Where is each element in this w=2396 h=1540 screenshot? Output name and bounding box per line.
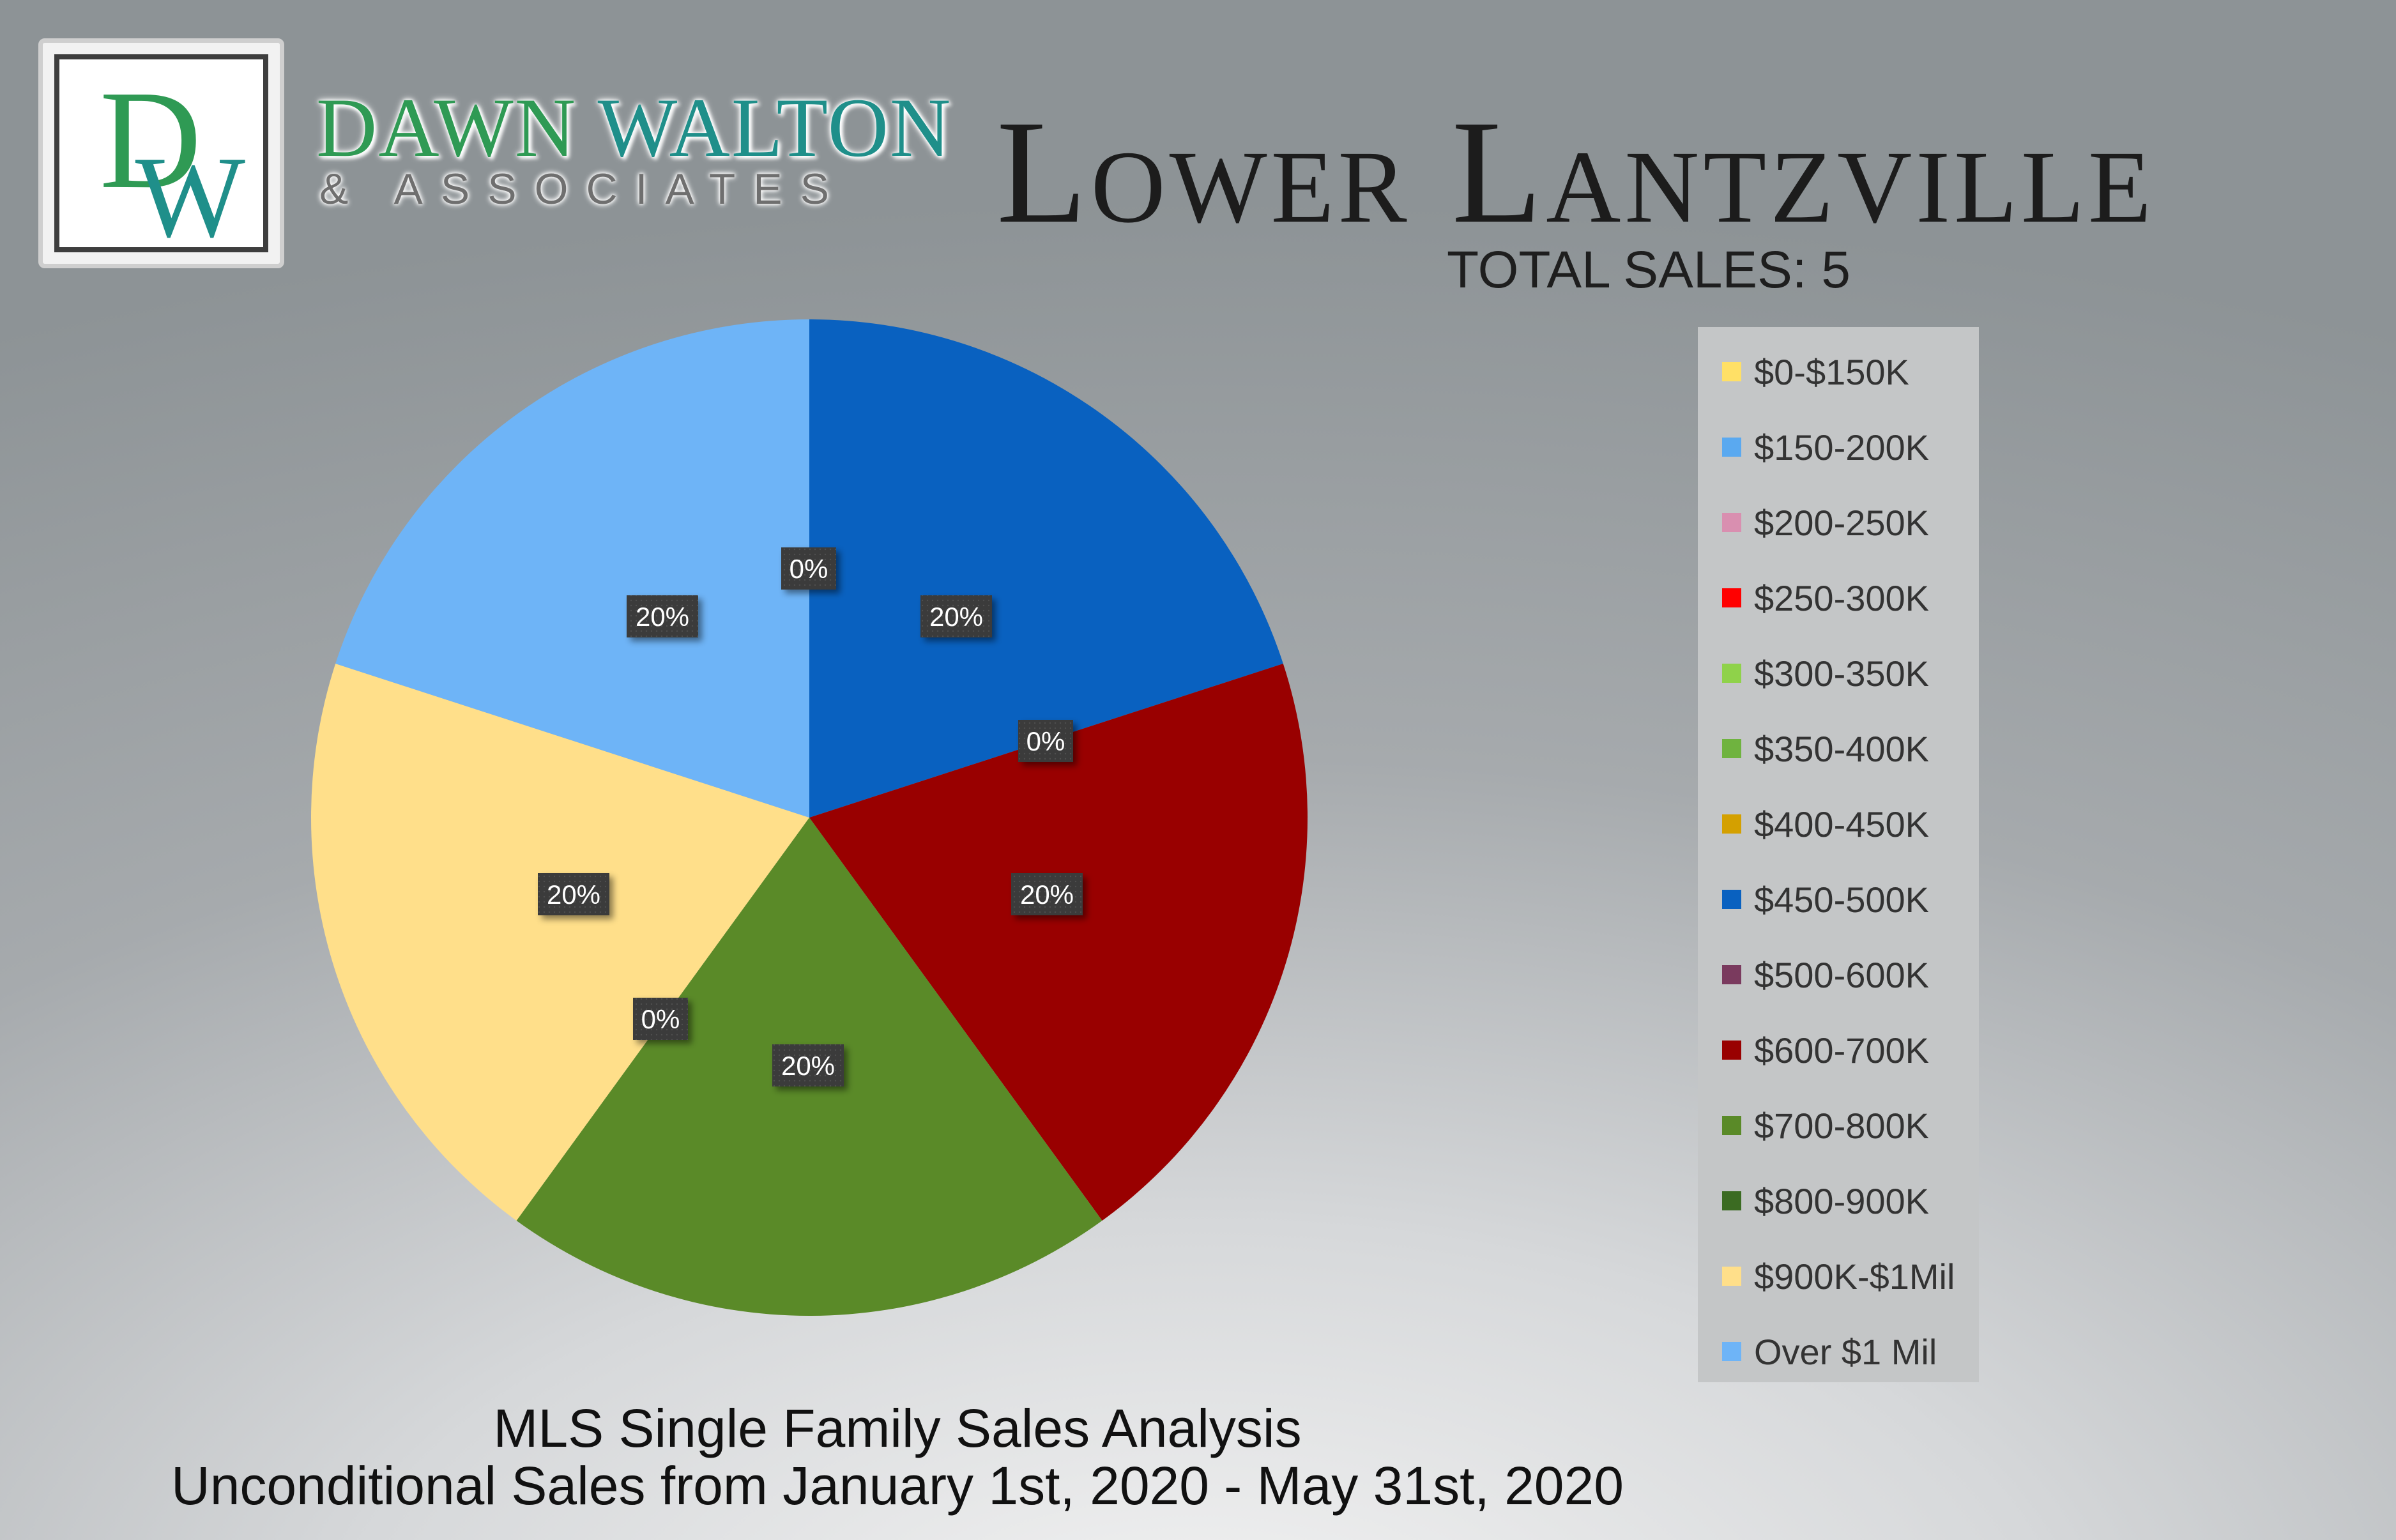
data-label-text: 20% [547, 880, 600, 910]
legend-item-600-700k: $600-700K [1722, 1025, 1929, 1076]
subtitle-line-1: MLS Single Family Sales Analysis [493, 1398, 1302, 1458]
legend-label: $500-600K [1754, 954, 1930, 995]
pie-slice-450-500k [809, 319, 1283, 818]
legend-swatch [1722, 1041, 1741, 1060]
data-label-7: 20% [538, 873, 609, 915]
legend-item-over-1-mil: Over $1 Mil [1722, 1326, 1937, 1377]
legend-label: $900K-$1Mil [1754, 1256, 1955, 1297]
brand-name-first: DAWN [316, 80, 577, 174]
data-label-text: 0% [790, 554, 828, 584]
pie-slice-900k-1mil [311, 663, 809, 1221]
pie-slice-over-1-mil [335, 319, 809, 818]
brand-tagline: & ASSOCIATES [319, 165, 848, 213]
data-label-6: 0% [633, 998, 688, 1040]
data-label-4: 20% [1011, 873, 1083, 915]
legend-label: $300-350K [1754, 653, 1930, 694]
logo-frame [54, 54, 268, 252]
data-label-box [920, 595, 992, 637]
logo-initial-d: D [100, 61, 202, 218]
legend-item-400-450k: $400-450K [1722, 798, 1929, 850]
legend-swatch [1722, 814, 1741, 834]
brand-name-last: WALTON [597, 80, 952, 174]
legend-item-150-200k: $150-200K [1722, 422, 1929, 473]
legend-label: $0-$150K [1754, 351, 1909, 392]
legend-item-500-600k: $500-600K [1722, 949, 1929, 1000]
data-label-box [538, 873, 609, 915]
data-label-5: 20% [772, 1044, 844, 1086]
pie-slice-600-700k [809, 663, 1308, 1221]
legend-swatch [1722, 1191, 1741, 1210]
legend-item-800-900k: $800-900K [1722, 1175, 1929, 1226]
legend-item-250-300k: $250-300K [1722, 572, 1929, 623]
legend-item-450-500k: $450-500K [1722, 874, 1929, 925]
legend-label: $250-300K [1754, 577, 1930, 618]
data-label-text: 20% [929, 602, 983, 632]
legend-label: Over $1 Mil [1754, 1331, 1937, 1372]
data-label-box [772, 1044, 844, 1086]
pie-slices [311, 319, 1308, 1316]
page-title: Lower Lantzville [996, 90, 2156, 254]
data-label-text: 0% [1026, 726, 1065, 756]
legend-swatch [1722, 664, 1741, 683]
dw-monogram-icon: D W [100, 61, 245, 262]
legend-label: $400-450K [1754, 804, 1930, 844]
legend-label: $450-500K [1754, 879, 1930, 920]
legend-swatch [1722, 1116, 1741, 1135]
legend-label: $200-250K [1754, 502, 1930, 543]
brand-name: DAWN WALTON [316, 80, 950, 174]
legend-item-300-350k: $300-350K [1722, 648, 1929, 699]
legend-label: $350-400K [1754, 728, 1930, 769]
legend-item-700-800k: $700-800K [1722, 1100, 1929, 1151]
data-label-3: 0% [1018, 720, 1073, 762]
logo-initial-w: W [135, 132, 245, 262]
legend: $0-$150K $150-200K $200-250K $250-300K $300-… [1698, 327, 1979, 1382]
legend-label: $700-800K [1754, 1105, 1930, 1146]
subtitle-line-2: Unconditional Sales from January 1st, 20… [171, 1456, 1624, 1516]
legend-swatch [1722, 1267, 1741, 1286]
pie-data-labels: 0% 20% 0% 20% 20% 0% 20% 20% [538, 547, 1083, 1086]
legend-item-350-400k: $350-400K [1722, 723, 1929, 774]
data-label-8: 20% [627, 595, 698, 637]
data-label-box [1011, 873, 1083, 915]
legend-swatch [1722, 438, 1741, 457]
legend-label: $600-700K [1754, 1030, 1930, 1071]
legend-swatch [1722, 739, 1741, 758]
legend-item-900k-1mil: $900K-$1Mil [1722, 1251, 1955, 1302]
data-label-box [633, 998, 688, 1040]
data-label-box [1018, 720, 1073, 762]
legend-item-0-150k: $0-$150K [1722, 346, 1909, 397]
legend-swatch [1722, 965, 1741, 984]
legend-swatch [1722, 513, 1741, 532]
legend-swatch [1722, 588, 1741, 607]
data-label-box [627, 595, 698, 637]
total-sales: TOTAL SALES: 5 [1447, 241, 1850, 299]
data-label-text: 20% [636, 602, 689, 632]
legend-swatch [1722, 890, 1741, 909]
legend-swatch [1722, 362, 1741, 381]
legend-swatch [1722, 1342, 1741, 1361]
legend-label: $800-900K [1754, 1180, 1930, 1221]
data-label-text: 20% [1020, 880, 1074, 910]
data-label-1: 0% [781, 547, 836, 590]
data-label-box [781, 547, 836, 590]
data-label-text: 20% [781, 1051, 835, 1081]
data-label-2: 20% [920, 595, 992, 637]
logo-box: D W [38, 38, 284, 268]
legend-item-200-250k: $200-250K [1722, 497, 1929, 548]
legend-label: $150-200K [1754, 427, 1930, 468]
data-label-text: 0% [641, 1004, 680, 1034]
